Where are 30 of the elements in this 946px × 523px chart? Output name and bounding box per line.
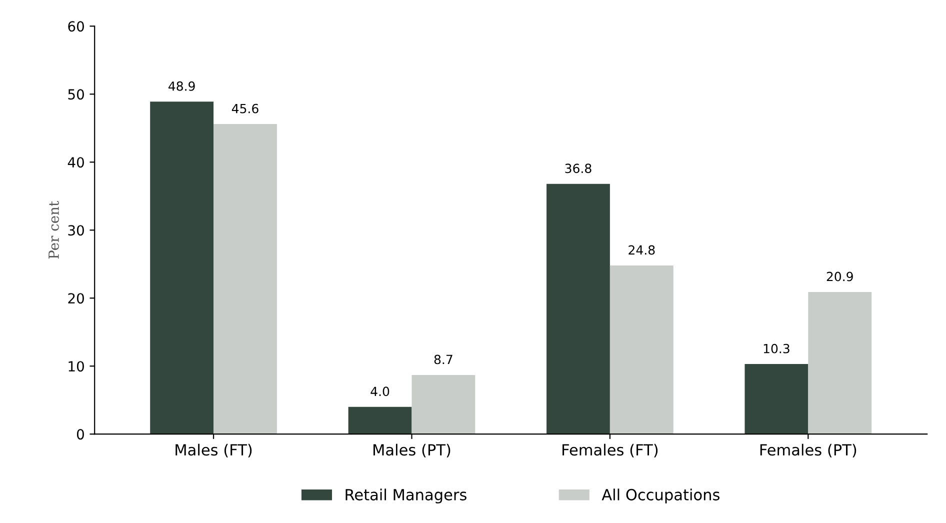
y-tick-label: 0 — [76, 429, 84, 440]
legend-label: Retail Managers — [346, 488, 466, 504]
y-tick-label: 20 — [68, 293, 84, 304]
y-tick-label: 40 — [68, 157, 84, 168]
y-axis-title: Per cent — [48, 200, 59, 259]
bar — [610, 265, 674, 434]
data-label: 4.0 — [370, 386, 390, 396]
x-tick-label: Males (FT) — [176, 444, 252, 458]
bar — [744, 364, 808, 434]
bar — [546, 184, 610, 434]
y-tick-label: 30 — [68, 225, 84, 236]
data-label: 48.9 — [168, 81, 195, 91]
data-label: 20.9 — [826, 272, 853, 282]
x-tick-label: Females (PT) — [760, 444, 856, 458]
data-label: 45.6 — [232, 104, 258, 114]
legend-label: All Occupations — [602, 488, 720, 504]
data-label: 24.8 — [628, 245, 655, 255]
y-tick-label: 60 — [68, 21, 84, 32]
bar — [214, 124, 277, 434]
bar — [412, 374, 476, 434]
y-tick-label: 10 — [68, 361, 84, 372]
bar — [150, 102, 214, 434]
data-label: 8.7 — [434, 354, 452, 364]
data-label: 10.3 — [764, 344, 790, 354]
y-tick-label: 50 — [68, 89, 84, 100]
x-tick-label: Females (FT) — [562, 444, 658, 458]
x-tick-label: Males (PT) — [374, 444, 450, 458]
bar — [348, 406, 412, 434]
bar — [808, 292, 872, 434]
data-label: 36.8 — [565, 164, 592, 174]
